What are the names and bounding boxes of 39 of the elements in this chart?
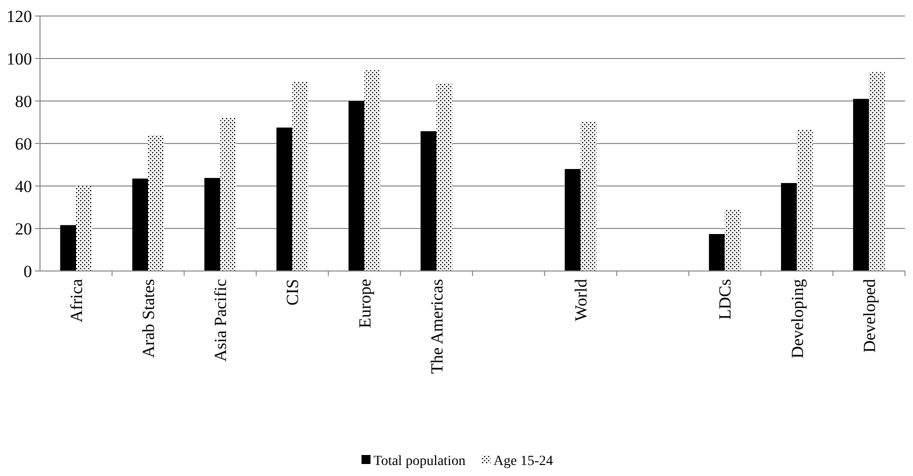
bar (364, 70, 380, 271)
legend-label: Age 15-24 (494, 454, 553, 469)
bar (348, 101, 364, 271)
x-tick-label: Africa (66, 278, 86, 322)
x-tick-label: LDCs (716, 279, 735, 320)
bar (76, 186, 92, 271)
y-tick-label: 0 (24, 262, 32, 281)
bar (564, 169, 581, 271)
bar (220, 118, 236, 271)
y-tick-label: 40 (15, 176, 32, 196)
y-tick-label: 100 (6, 49, 32, 68)
x-tick-label: World (572, 278, 591, 322)
x-tick-label: Developing (788, 278, 807, 358)
bar (436, 82, 452, 271)
bar (781, 183, 797, 271)
x-tick-label: Asia Pacific (211, 278, 230, 362)
x-tick-label: Arab States (139, 279, 158, 358)
legend-label: Total population (374, 454, 466, 469)
bar (204, 178, 220, 271)
bar (148, 135, 164, 271)
x-tick-label: Europe (355, 279, 374, 328)
x-tick-label: Developed (860, 278, 879, 353)
bar (132, 178, 148, 271)
bar (796, 130, 813, 271)
bar (853, 98, 869, 271)
bar (60, 225, 76, 271)
bar (724, 209, 741, 271)
x-tick-label: The Americas (427, 279, 446, 374)
bar (292, 82, 308, 271)
y-tick-label: 120 (6, 6, 32, 26)
y-tick-label: 20 (15, 219, 32, 238)
bar (276, 128, 292, 271)
y-tick-label: 80 (15, 92, 32, 111)
bar (868, 72, 885, 271)
bar (580, 121, 596, 271)
bar (420, 131, 436, 271)
bar (708, 234, 725, 271)
y-tick-label: 60 (15, 134, 32, 154)
x-tick-label: CIS (283, 279, 302, 306)
